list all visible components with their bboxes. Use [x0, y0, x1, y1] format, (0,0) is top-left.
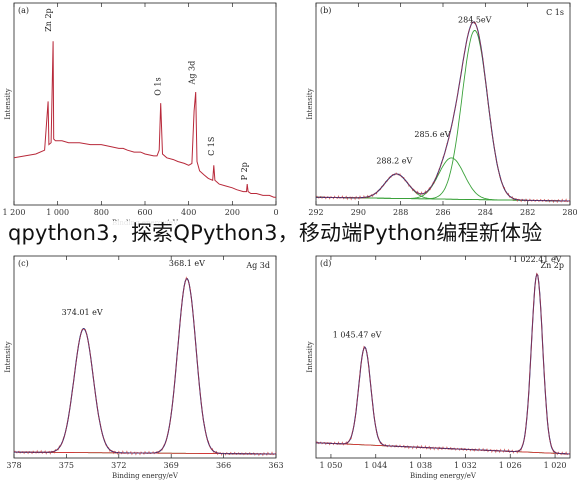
panel-label: (a): [18, 6, 29, 15]
x-tick-label: 1 000: [46, 208, 69, 217]
fit-component-line: [14, 328, 276, 455]
peak-annotation: P 2p: [240, 162, 249, 180]
x-tick-label: 280: [562, 208, 577, 217]
plot-frame: [315, 255, 571, 459]
panel-label: (d): [320, 259, 331, 268]
fit-component-line: [14, 278, 276, 455]
peak-label: 285.6 eV: [414, 130, 450, 139]
fit-component-line: [315, 173, 570, 202]
envelope-line: [315, 21, 570, 202]
raw-data-line: [315, 21, 571, 204]
x-tick-label: 288: [393, 208, 408, 217]
peak-label: 288.2 eV: [376, 156, 412, 165]
overlay-caption-text: qpython3，探索QPython3，移动端Python编程新体验: [8, 221, 543, 245]
x-tick-label: 1 038: [409, 461, 432, 470]
plot-frame: [315, 2, 571, 206]
envelope-line: [315, 272, 570, 455]
fit-component-line: [315, 30, 570, 202]
x-tick-label: 369: [164, 461, 179, 470]
envelope-line: [14, 278, 276, 455]
x-axis-label: Binding energy/eV: [410, 472, 477, 480]
x-tick-label: 290: [351, 208, 366, 217]
panel-label: (c): [18, 259, 29, 268]
peak-annotation: C 1S: [207, 137, 216, 156]
x-tick-label: 1 044: [364, 461, 387, 470]
x-tick-label: 1 026: [499, 461, 522, 470]
x-tick-label: 284: [478, 208, 493, 217]
y-axis-label: Intensity: [306, 88, 314, 119]
x-tick-label: 375: [59, 461, 74, 470]
x-tick-label: 400: [181, 208, 196, 217]
fit-component-line: [315, 346, 570, 455]
x-tick-label: 600: [137, 208, 152, 217]
x-tick-label: 200: [225, 208, 240, 217]
peak-label: 1 022.41 eV: [513, 255, 562, 264]
y-axis-label: Intensity: [4, 341, 12, 372]
x-tick-label: 800: [94, 208, 109, 217]
x-tick-label: 366: [216, 461, 231, 470]
x-tick-label: 1 020: [544, 461, 567, 470]
panel-title: Ag 3d: [245, 261, 270, 270]
panel-c-ag3d: 378 375 372 369 366 363 Binding energy/eV Inten…: [4, 255, 284, 480]
panel-d-zn2p: 1 050 1 044 1 038 1 032 1 026 1 020 Binding en…: [306, 255, 571, 480]
x-tick-label: 363: [268, 461, 283, 470]
x-tick-label: 1 050: [319, 461, 342, 470]
x-tick-label: 372: [111, 461, 126, 470]
x-tick-label: 0: [273, 208, 278, 217]
x-tick-label: 1 032: [454, 461, 477, 470]
fit-component-line: [315, 157, 570, 202]
x-tick-label: 378: [6, 461, 21, 470]
overlay-caption: qpython3，探索QPython3，移动端Python编程新体验: [8, 216, 573, 250]
raw-data-line: [13, 276, 277, 457]
x-tick-label: 1 200: [3, 208, 26, 217]
panel-label: (b): [320, 6, 331, 15]
peak-label: 368.1 eV: [169, 259, 205, 268]
peak-annotation: Zn 2p: [44, 8, 53, 31]
y-axis-label: Intensity: [4, 88, 12, 119]
peak-label: 374.01 eV: [62, 308, 103, 317]
panel-title: Zn 2p: [541, 261, 564, 270]
panel-title: C 1s: [546, 8, 564, 17]
peak-label: 284.5eV: [458, 15, 492, 24]
x-axis-label: Binding energy/eV: [112, 472, 179, 480]
peak-annotation: Ag 3d: [188, 61, 197, 86]
x-tick-label: 292: [308, 208, 323, 217]
x-tick-label: 282: [520, 208, 535, 217]
x-tick-label: 286: [435, 208, 450, 217]
plot-frame: [13, 255, 277, 459]
panel-b-c1s: 292 290 288 286 284 282 280 Intensity (b) C 1s 288…: [306, 2, 577, 217]
y-axis-label: Intensity: [306, 341, 314, 372]
peak-label: 1 045.47 eV: [333, 330, 382, 339]
survey-spectrum-line: [13, 41, 276, 198]
peak-annotation: O 1s: [153, 77, 162, 95]
raw-data-line: [315, 272, 571, 456]
